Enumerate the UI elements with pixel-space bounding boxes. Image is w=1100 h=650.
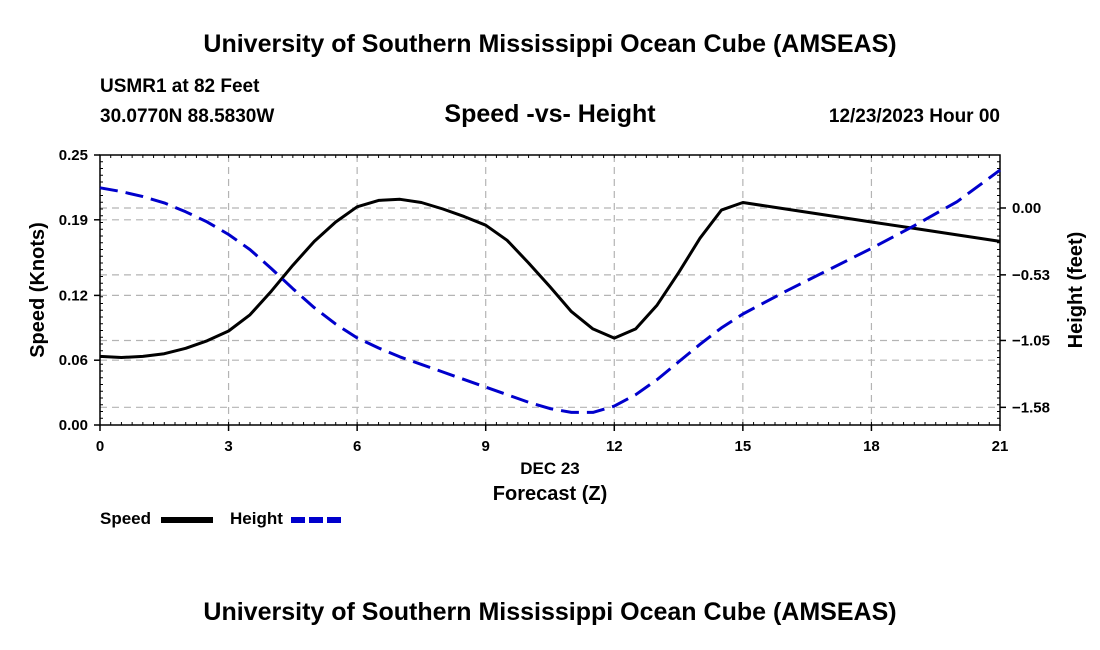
legend-speed-swatch [161, 517, 213, 523]
x-tick-label: 15 [735, 438, 752, 455]
forecast-datetime: 12/23/2023 Hour 00 [828, 106, 1000, 127]
y-tick-label: 0.19 [59, 212, 88, 229]
minor-ticks [99, 154, 1001, 426]
y-tick-label: 0.00 [59, 417, 88, 434]
y-tick-label: 0.06 [59, 352, 88, 369]
x-tick-label: 6 [353, 438, 361, 455]
x-tick-label: 21 [992, 438, 1009, 455]
y2-tick-label: −1.58 [1012, 399, 1050, 416]
grid-layer [100, 155, 1000, 425]
x-tick-label: 12 [606, 438, 623, 455]
x-tick-label: 9 [482, 438, 490, 455]
x-axis-date-label: DEC 23 [520, 459, 580, 478]
series-line-height [99, 168, 1001, 414]
series-line-speed [99, 197, 1001, 359]
station-label: USMR1 at 82 Feet [100, 76, 260, 97]
legend-height-label: Height [230, 509, 283, 528]
y-tick-label: 0.12 [59, 287, 88, 304]
footer-title: University of Southern Mississippi Ocean… [203, 598, 897, 626]
x-axis-title: Forecast (Z) [493, 483, 607, 505]
y2-axis-title: Height (feet) [1065, 232, 1087, 349]
x-tick-label: 3 [224, 438, 232, 455]
y-tick-label: 0.25 [59, 147, 88, 164]
chart-title: University of Southern Mississippi Ocean… [203, 30, 897, 58]
x-tick-label: 0 [96, 438, 104, 455]
legend-height-swatch [291, 517, 343, 523]
legend-speed-label: Speed [100, 509, 152, 528]
series-layer [99, 168, 1001, 414]
x-tick-label: 18 [863, 438, 880, 455]
y-axis-title: Speed (Knots) [27, 222, 49, 358]
axis-tick-labels: 0 3 6 9 12 15 18 21 0.00 0.06 0.12 0.19 0.25 0.00 −0.5… [59, 147, 1050, 455]
y2-tick-label: 0.00 [1012, 200, 1041, 217]
y2-tick-label: −1.05 [1012, 332, 1050, 349]
plot-frame [99, 154, 1001, 426]
chart-subtitle: Speed -vs- Height [444, 100, 656, 128]
y2-tick-label: −0.53 [1012, 267, 1050, 284]
coordinates-label: 30.0770N 88.5830W [100, 106, 275, 127]
